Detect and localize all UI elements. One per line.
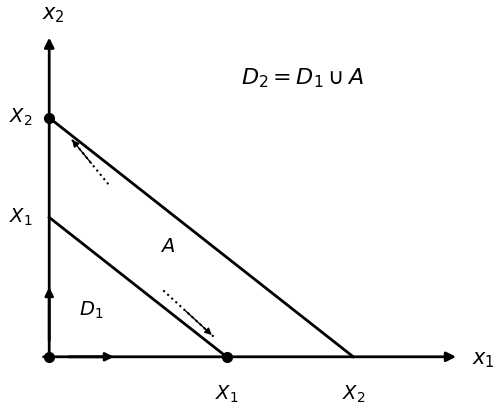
Text: $A$: $A$ (160, 238, 175, 256)
Text: $x_2$: $x_2$ (42, 5, 65, 25)
Text: $X_1$: $X_1$ (8, 207, 32, 228)
Text: $x_1$: $x_1$ (472, 350, 494, 370)
Text: $X_2$: $X_2$ (9, 107, 32, 129)
Text: $D_1$: $D_1$ (79, 300, 103, 321)
Text: $X_1$: $X_1$ (215, 383, 238, 405)
Text: $X_2$: $X_2$ (342, 383, 365, 405)
Text: $D_2 = D_1 \cup A$: $D_2 = D_1 \cup A$ (241, 66, 364, 90)
